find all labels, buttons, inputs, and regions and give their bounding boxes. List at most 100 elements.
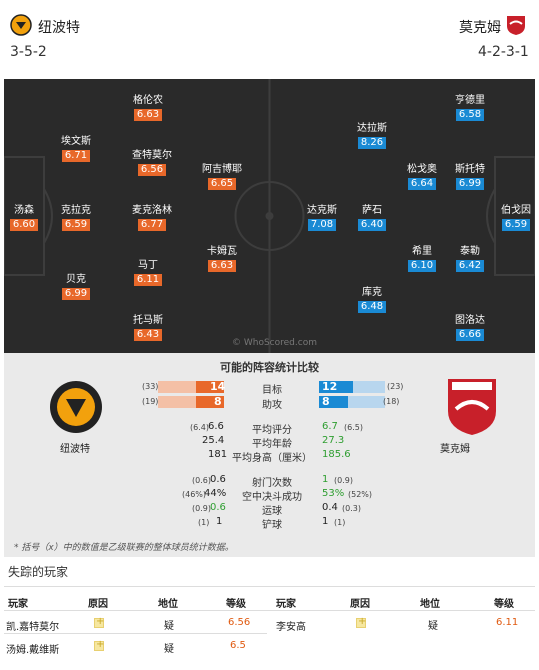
player-rating: 6.59 xyxy=(501,219,531,231)
lineup-comparison: 可能的阵容统计比较 纽波特 莫克姆 (33) 14 目标 12 (23) (19… xyxy=(4,353,535,557)
away-tackles-league: (1) xyxy=(334,518,346,527)
away-player[interactable]: 希里 6.10 xyxy=(387,245,457,272)
player-name: 查特莫尔 xyxy=(132,150,172,161)
away-player[interactable]: 库克 6.48 xyxy=(337,286,407,313)
aerial-label: 空中决斗成功 xyxy=(242,492,302,503)
home-shots: 0.6 xyxy=(210,474,226,485)
away-player[interactable]: 亨德里 6.58 xyxy=(435,94,505,121)
injury-icon xyxy=(94,616,104,628)
player-rating: 6.71 xyxy=(61,150,91,162)
home-player[interactable]: 托马斯 6.43 xyxy=(113,314,183,341)
away-aerial-league: (52%) xyxy=(348,490,373,499)
away-player[interactable]: 松戈奥 6.64 xyxy=(387,163,457,190)
away-dribbles: 0.4 xyxy=(322,502,338,513)
away-player[interactable]: 图洛达 6.66 xyxy=(435,314,505,341)
player-name: 格伦农 xyxy=(133,95,163,106)
injury-icon xyxy=(356,616,366,628)
player-rating: 6.40 xyxy=(357,219,387,231)
player-rating: 6.56 xyxy=(137,164,167,176)
player-name: 松戈奥 xyxy=(407,164,437,175)
home-player[interactable]: 阿吉博耶 6.65 xyxy=(187,163,257,190)
player-name: 希里 xyxy=(412,246,432,257)
player-rating: 6.11 xyxy=(133,274,163,286)
home-goals-fill xyxy=(196,381,224,393)
home-shots-league: (0.6) xyxy=(192,476,211,485)
player-rating: 6.10 xyxy=(407,260,437,272)
assists-label: 助攻 xyxy=(262,400,282,411)
home-player[interactable]: 卡姆瓦 6.63 xyxy=(187,245,257,272)
home-team-name[interactable]: 纽波特 xyxy=(38,20,80,36)
home-player[interactable]: 克拉克 6.59 xyxy=(41,204,111,231)
player-name: 泰勒 xyxy=(460,246,480,257)
pitch: 格伦农 6.63 埃文斯 6.71 查特莫尔 6.56 阿吉博耶 6.65 汤森 6.60… xyxy=(4,79,535,353)
away-shots-league: (0.9) xyxy=(334,476,353,485)
home-assists-season: (19) xyxy=(142,397,159,406)
away-goals-fill xyxy=(319,381,353,393)
missing-status: 疑 xyxy=(164,621,174,632)
home-dribbles: 0.6 xyxy=(210,502,226,513)
player-name: 卡姆瓦 xyxy=(207,246,237,257)
avg-age-label: 平均年龄 xyxy=(252,439,292,450)
away-player[interactable]: 斯托特 6.99 xyxy=(435,163,505,190)
home-aerial: 44% xyxy=(204,488,227,499)
goals-label: 目标 xyxy=(262,385,282,396)
home-player[interactable]: 查特莫尔 6.56 xyxy=(117,149,187,176)
dribbles-label: 运球 xyxy=(262,506,282,517)
player-rating: 6.99 xyxy=(455,178,485,190)
home-player[interactable]: 马丁 6.11 xyxy=(113,259,183,286)
comparison-title: 可能的阵容统计比较 xyxy=(220,361,319,374)
missing-player-name[interactable]: 凯.嘉特莫尔 xyxy=(6,622,60,633)
away-assists-season: (18) xyxy=(383,397,400,406)
home-aerial-league: (46%) xyxy=(182,490,207,499)
away-player[interactable]: 萨石 6.40 xyxy=(337,204,407,231)
away-assists-value: 8 xyxy=(322,395,330,408)
player-name: 托马斯 xyxy=(133,315,163,326)
missing-player-name[interactable]: 汤姆.戴维斯 xyxy=(6,645,60,656)
home-player[interactable]: 格伦农 6.63 xyxy=(113,94,183,121)
avg-rating-label: 平均评分 xyxy=(252,425,292,436)
away-goals-value: 12 xyxy=(322,380,338,393)
player-name: 克拉克 xyxy=(61,205,91,216)
injury-icon xyxy=(94,639,104,651)
player-name: 伯戈因 xyxy=(501,205,531,216)
missing-player-name[interactable]: 李安高 xyxy=(276,622,306,633)
home-avg-rating: 6.6 xyxy=(208,421,224,432)
away-tackles: 1 xyxy=(322,516,329,527)
missing-rating: 6.11 xyxy=(496,617,519,628)
away-assists-fill xyxy=(319,396,348,408)
away-badge-icon xyxy=(505,14,527,36)
home-player[interactable]: 汤森 6.60 xyxy=(4,204,59,231)
away-team-name[interactable]: 莫克姆 xyxy=(459,20,501,36)
away-player[interactable]: 泰勒 6.42 xyxy=(435,245,505,272)
shots-label: 射门次数 xyxy=(252,478,292,489)
away-avg-height: 185.6 xyxy=(322,449,351,460)
home-player[interactable]: 贝克 6.99 xyxy=(41,273,111,300)
home-avg-age: 25.4 xyxy=(202,435,225,446)
missing-status: 疑 xyxy=(428,621,438,632)
player-name: 麦克洛林 xyxy=(132,205,172,216)
home-player[interactable]: 麦克洛林 6.77 xyxy=(117,204,187,231)
header-reason-away: 原因 xyxy=(350,599,370,610)
watermark: © WhoScored.com xyxy=(232,338,317,348)
away-player[interactable]: 达克斯 7.08 xyxy=(287,204,357,231)
header-rating-away: 等级 xyxy=(494,599,514,610)
away-avg-age: 27.3 xyxy=(322,435,345,446)
home-player[interactable]: 埃文斯 6.71 xyxy=(41,135,111,162)
player-name: 达克斯 xyxy=(307,205,337,216)
header-status-away: 地位 xyxy=(420,599,440,610)
player-rating: 6.65 xyxy=(207,178,237,190)
home-team-caption: 纽波特 xyxy=(60,444,90,455)
player-rating: 6.59 xyxy=(61,219,91,231)
away-player[interactable]: 伯戈因 6.59 xyxy=(481,204,535,231)
player-rating: 6.66 xyxy=(455,329,485,341)
header-player-away: 玩家 xyxy=(276,599,296,610)
home-formation: 3-5-2 xyxy=(10,44,47,60)
away-aerial: 53% xyxy=(322,488,345,499)
away-goals-season: (23) xyxy=(387,382,404,391)
player-rating: 6.77 xyxy=(137,219,167,231)
away-player[interactable]: 达拉斯 8.26 xyxy=(337,122,407,149)
away-team-caption: 莫克姆 xyxy=(440,444,470,455)
home-large-badge-icon xyxy=(49,377,103,440)
avg-height-label: 平均身高（厘米） xyxy=(232,453,312,464)
missing-players-title: 失踪的玩家 xyxy=(8,565,69,579)
